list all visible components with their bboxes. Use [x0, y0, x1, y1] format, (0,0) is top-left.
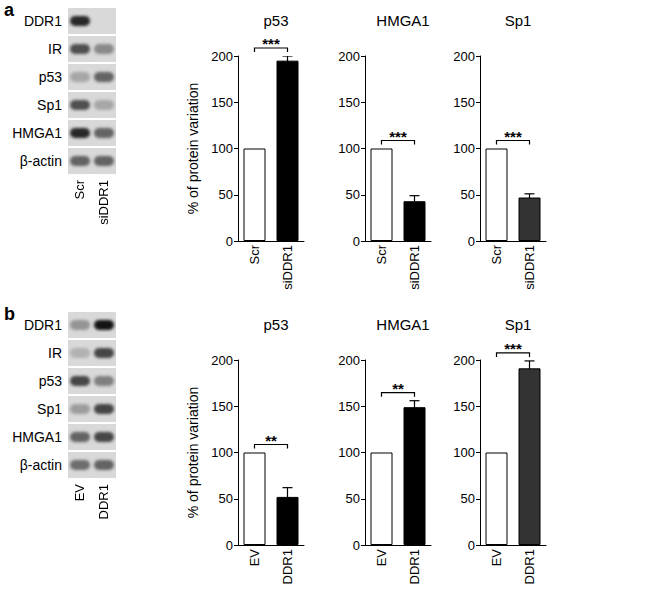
svg-text:DDR1: DDR1: [280, 549, 295, 584]
svg-text:**: **: [392, 380, 404, 397]
svg-text:100: 100: [453, 445, 475, 460]
svg-text:50: 50: [461, 491, 475, 506]
svg-text:150: 150: [211, 95, 233, 110]
svg-text:% of protein variation: % of protein variation: [185, 83, 201, 215]
svg-text:150: 150: [453, 95, 475, 110]
svg-text:***: ***: [504, 340, 522, 357]
html-text:HMGA1: HMGA1: [12, 125, 62, 141]
html-text:IR: IR: [48, 41, 62, 57]
svg-text:100: 100: [211, 141, 233, 156]
svg-text:Scr: Scr: [489, 244, 504, 264]
html-text:β-actin: β-actin: [19, 153, 62, 169]
html-text:p53: p53: [38, 69, 62, 85]
svg-text:50: 50: [346, 187, 360, 202]
html-text:EV: EV: [72, 484, 87, 502]
svg-text:siDDR1: siDDR1: [280, 245, 295, 290]
svg-text:0: 0: [353, 538, 360, 553]
svg-text:Scr: Scr: [247, 244, 262, 264]
html-text:DDR1: DDR1: [23, 317, 62, 333]
svg-text:150: 150: [453, 399, 475, 414]
svg-text:0: 0: [468, 234, 475, 249]
svg-text:200: 200: [211, 353, 233, 368]
html-text:Sp1: Sp1: [37, 97, 62, 113]
svg-text:100: 100: [453, 141, 475, 156]
svg-text:Scr: Scr: [374, 244, 389, 264]
svg-text:200: 200: [211, 49, 233, 64]
html-text:b: b: [4, 304, 15, 324]
html-text:β-actin: β-actin: [19, 457, 62, 473]
svg-text:0: 0: [468, 538, 475, 553]
svg-text:DDR1: DDR1: [407, 549, 422, 584]
svg-text:p53: p53: [263, 12, 288, 29]
html-text:Scr: Scr: [72, 180, 87, 200]
svg-text:DDR1: DDR1: [522, 549, 537, 584]
svg-text:150: 150: [338, 95, 360, 110]
html-text:HMGA1: HMGA1: [12, 429, 62, 445]
svg-text:HMGA1: HMGA1: [376, 12, 429, 29]
svg-text:EV: EV: [489, 549, 504, 567]
svg-text:EV: EV: [374, 549, 389, 567]
svg-text:siDDR1: siDDR1: [522, 245, 537, 290]
html-text:p53: p53: [38, 373, 62, 389]
svg-text:0: 0: [353, 234, 360, 249]
html-text:Sp1: Sp1: [37, 401, 62, 417]
svg-text:200: 200: [453, 353, 475, 368]
svg-text:0: 0: [226, 538, 233, 553]
svg-text:100: 100: [211, 445, 233, 460]
svg-text:Sp1: Sp1: [505, 12, 532, 29]
svg-text:50: 50: [219, 187, 233, 202]
html-text:DDR1: DDR1: [23, 13, 62, 29]
svg-text:0: 0: [226, 234, 233, 249]
html-text:IR: IR: [48, 345, 62, 361]
svg-text:200: 200: [338, 49, 360, 64]
svg-text:EV: EV: [247, 549, 262, 567]
svg-text:% of protein variation: % of protein variation: [185, 387, 201, 519]
svg-text:***: ***: [262, 35, 280, 52]
svg-text:150: 150: [338, 399, 360, 414]
svg-text:***: ***: [389, 128, 407, 145]
svg-text:p53: p53: [263, 316, 288, 333]
html-text:DDR1: DDR1: [96, 484, 111, 520]
svg-text:HMGA1: HMGA1: [376, 316, 429, 333]
svg-text:100: 100: [338, 445, 360, 460]
svg-text:50: 50: [346, 491, 360, 506]
svg-text:**: **: [265, 432, 277, 449]
svg-text:siDDR1: siDDR1: [407, 245, 422, 290]
html-text:a: a: [4, 0, 14, 20]
svg-text:Sp1: Sp1: [505, 316, 532, 333]
svg-text:150: 150: [211, 399, 233, 414]
html-text:siDDR1: siDDR1: [96, 180, 111, 225]
svg-text:200: 200: [453, 49, 475, 64]
svg-text:200: 200: [338, 353, 360, 368]
svg-text:100: 100: [338, 141, 360, 156]
svg-text:50: 50: [461, 187, 475, 202]
svg-text:***: ***: [504, 128, 522, 145]
svg-text:50: 50: [219, 491, 233, 506]
